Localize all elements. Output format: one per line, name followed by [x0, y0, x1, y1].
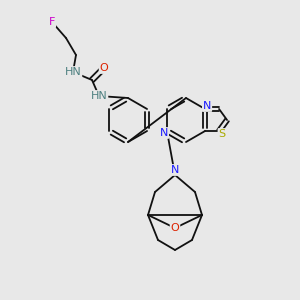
Text: N: N: [160, 128, 168, 138]
Text: HN: HN: [64, 67, 81, 77]
Text: HN: HN: [91, 91, 107, 101]
Text: N: N: [171, 165, 179, 175]
Text: O: O: [171, 223, 179, 233]
Text: F: F: [49, 17, 55, 27]
Text: N: N: [203, 101, 211, 111]
Text: O: O: [100, 63, 108, 73]
Text: S: S: [218, 129, 226, 139]
